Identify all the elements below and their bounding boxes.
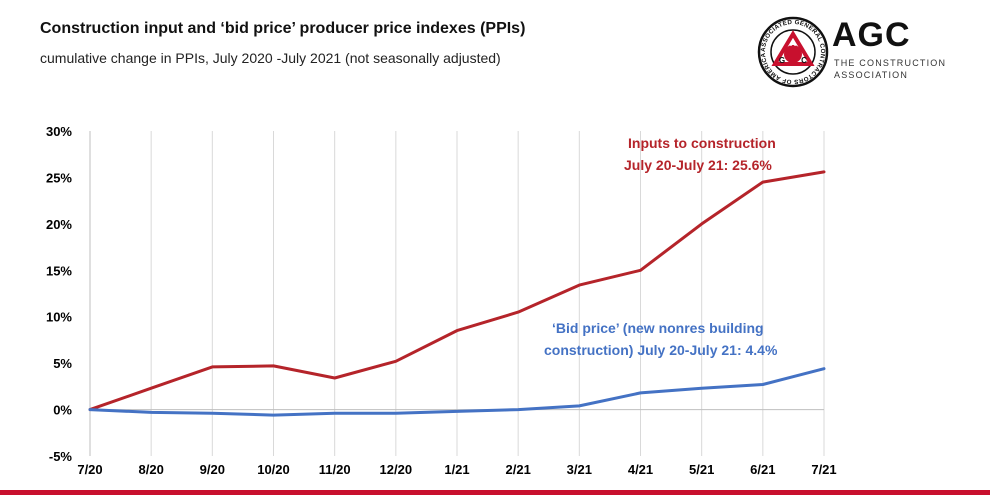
logo-wordmark: AGC [832,16,911,54]
seal-center-dot [784,45,802,63]
logo-subtitle-line2: ASSOCIATION [834,70,909,80]
series-line-inputs [88,170,826,412]
x-tick-label: 1/21 [444,462,469,477]
y-tick-label: -5% [49,449,73,464]
x-tick-label: 10/20 [257,462,290,477]
annotation-inputs-line2: July 20-July 21: 25.6% [624,157,772,173]
annotation-inputs-line1: Inputs to construction [628,135,776,151]
x-tick-label: 7/21 [811,462,836,477]
x-tick-label: 2/21 [506,462,531,477]
seal-letter-g: G [779,56,785,65]
x-tick-label: 9/20 [200,462,225,477]
agc-seal-icon: ASSOCIATED GENERAL CONTRACTORS OF AMERIC… [757,16,829,88]
y-tick-label: 20% [46,217,72,232]
annotation-bid-line2: construction) July 20-July 21: 4.4% [544,342,778,358]
seal-letter-a: A [790,39,796,48]
y-tick-label: 5% [53,356,72,371]
chart-series [88,170,826,417]
y-tick-label: 10% [46,310,72,325]
y-tick-label: 15% [46,263,72,278]
x-tick-label: 12/20 [380,462,413,477]
x-tick-label: 4/21 [628,462,653,477]
seal-letter-c: C [801,56,807,65]
logo-subtitle-line1: THE CONSTRUCTION [834,58,947,68]
chart-grid [89,131,825,456]
accent-bar [0,490,990,495]
x-tick-label: 8/20 [139,462,164,477]
y-tick-label: 0% [53,403,72,418]
annotation-bid-line1: ‘Bid price’ (new nonres building [552,320,764,336]
x-axis-ticks: 7/20 8/20 9/20 10/20 11/20 12/20 1/21 2/21 3/21 4… [77,462,836,477]
y-tick-label: 30% [46,124,72,139]
x-tick-label: 7/20 [77,462,102,477]
x-tick-label: 5/21 [689,462,714,477]
chart-title: Construction input and ‘bid price’ produ… [40,20,526,37]
chart-subtitle: cumulative change in PPIs, July 2020 -Ju… [40,50,501,66]
x-tick-label: 6/21 [750,462,775,477]
y-axis-ticks: -5% 0% 5% 10% 15% 20% 25% 30% [46,124,72,464]
x-tick-label: 11/20 [319,462,351,477]
seal-triangle [771,30,815,66]
y-tick-label: 25% [46,170,72,185]
series-line-bid-price [88,367,826,417]
x-tick-label: 3/21 [567,462,592,477]
